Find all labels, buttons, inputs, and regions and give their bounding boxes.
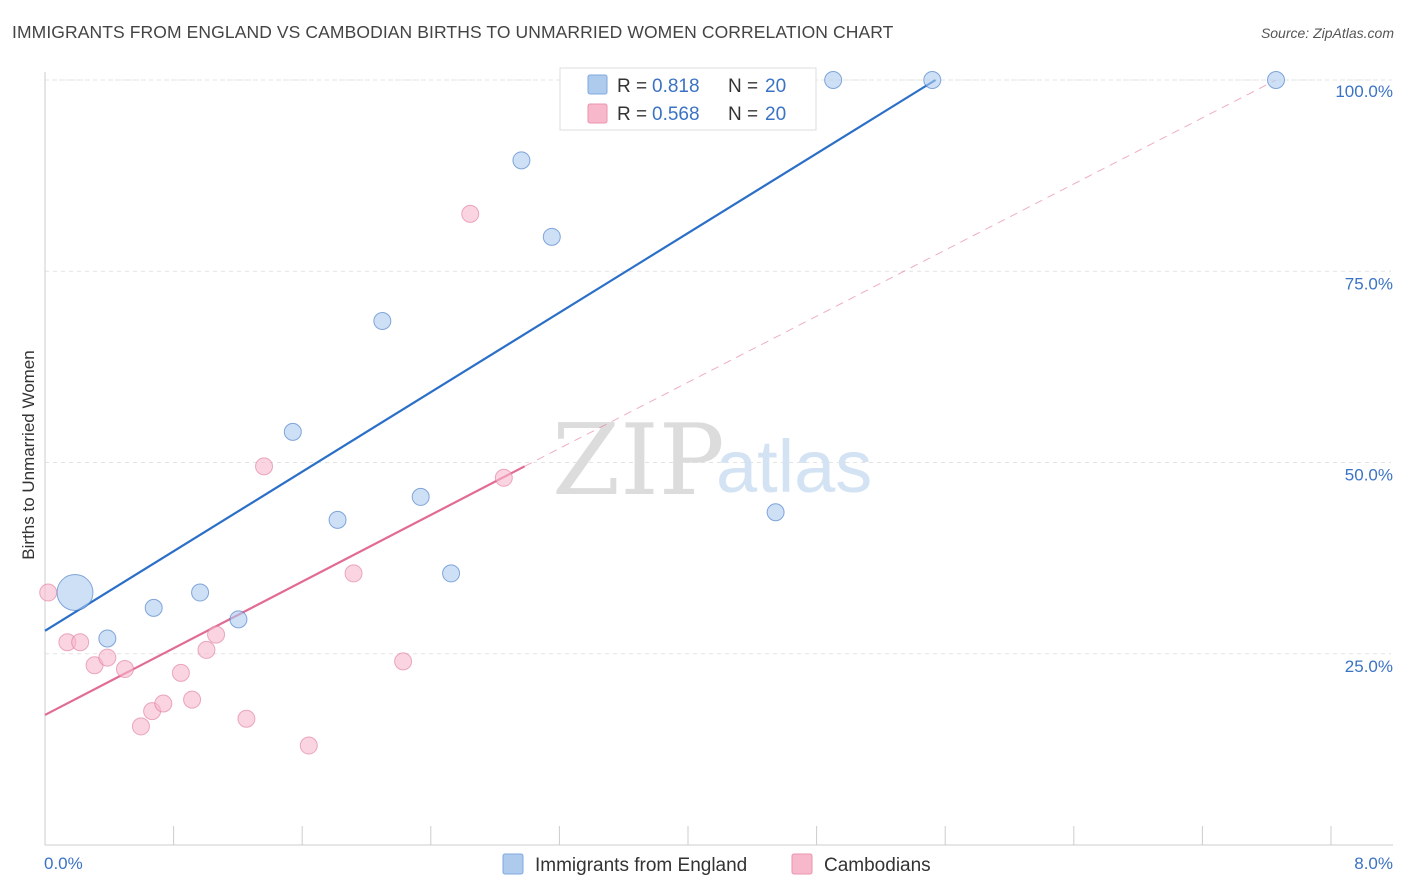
- watermark: ZIP atlas: [552, 404, 872, 518]
- legend-r-value-england: 0.818: [652, 76, 700, 97]
- point-cambodians: [98, 648, 117, 667]
- bottom-legend-swatch-england: [502, 853, 524, 875]
- point-england: [56, 574, 94, 612]
- trend-line-extension: [524, 79, 1277, 467]
- bottom-legend-label-cambodians: Cambodians: [824, 855, 931, 876]
- point-england: [98, 629, 117, 648]
- gridlines: [45, 79, 1393, 655]
- point-cambodians: [71, 633, 90, 652]
- point-england: [824, 71, 843, 89]
- trend-line: [44, 465, 526, 716]
- point-cambodians: [394, 652, 413, 671]
- point-england: [1267, 71, 1285, 89]
- trend-line: [44, 79, 937, 632]
- chart-title: IMMIGRANTS FROM ENGLAND VS CAMBODIAN BIR…: [12, 22, 894, 42]
- y-tick-label: 50.0%: [1345, 466, 1393, 485]
- point-cambodians: [171, 663, 190, 682]
- y-tick-labels: 25.0% 50.0% 75.0% 100.0%: [1335, 82, 1393, 676]
- stats-legend: R = 0.818 N = 20 R = 0.568 N = 20: [559, 67, 817, 131]
- point-cambodians: [255, 457, 274, 476]
- point-cambodians: [131, 717, 150, 736]
- legend-n-value-cambodians: 20: [765, 104, 786, 125]
- point-cambodians: [39, 583, 58, 602]
- point-england: [542, 227, 561, 246]
- point-cambodians: [197, 640, 216, 659]
- y-tick-label: 75.0%: [1345, 274, 1393, 293]
- point-cambodians: [115, 660, 134, 679]
- point-england: [766, 503, 785, 522]
- legend-r-label: R =: [617, 104, 647, 125]
- bottom-legend: Immigrants from England Cambodians: [502, 853, 931, 876]
- point-england: [411, 487, 430, 506]
- point-england: [229, 610, 248, 629]
- legend-swatch-cambodians: [587, 103, 608, 124]
- point-cambodians: [494, 468, 513, 487]
- x-tick-label-min: 0.0%: [44, 854, 83, 873]
- legend-n-label: N =: [728, 104, 758, 125]
- source-label: Source: ZipAtlas.com: [1260, 25, 1394, 41]
- point-england: [923, 71, 942, 89]
- point-england: [144, 598, 163, 617]
- point-cambodians: [344, 564, 363, 583]
- point-england: [191, 583, 210, 602]
- point-england: [512, 151, 531, 170]
- y-axis-label: Births to Unmarried Women: [19, 350, 38, 559]
- y-tick-label: 100.0%: [1335, 82, 1393, 101]
- point-cambodians: [299, 736, 318, 755]
- legend-n-label: N =: [728, 76, 758, 97]
- point-england: [373, 311, 392, 330]
- x-tick-label-max: 8.0%: [1354, 854, 1393, 873]
- point-england: [283, 422, 302, 441]
- watermark-atlas: atlas: [716, 425, 872, 508]
- y-tick-label: 25.0%: [1345, 657, 1393, 676]
- point-cambodians: [183, 690, 202, 709]
- axes: [44, 72, 1393, 846]
- legend-r-value-cambodians: 0.568: [652, 104, 700, 125]
- point-cambodians: [461, 204, 480, 223]
- point-cambodians: [154, 694, 173, 713]
- bottom-legend-swatch-cambodians: [791, 853, 813, 875]
- point-england: [442, 564, 461, 583]
- point-cambodians: [207, 625, 226, 644]
- legend-n-value-england: 20: [765, 76, 786, 97]
- watermark-zip: ZIP: [552, 404, 725, 518]
- legend-swatch-england: [587, 74, 608, 95]
- point-england: [328, 510, 347, 529]
- bottom-legend-label-england: Immigrants from England: [535, 855, 747, 876]
- point-cambodians: [237, 709, 256, 728]
- legend-r-label: R =: [617, 76, 647, 97]
